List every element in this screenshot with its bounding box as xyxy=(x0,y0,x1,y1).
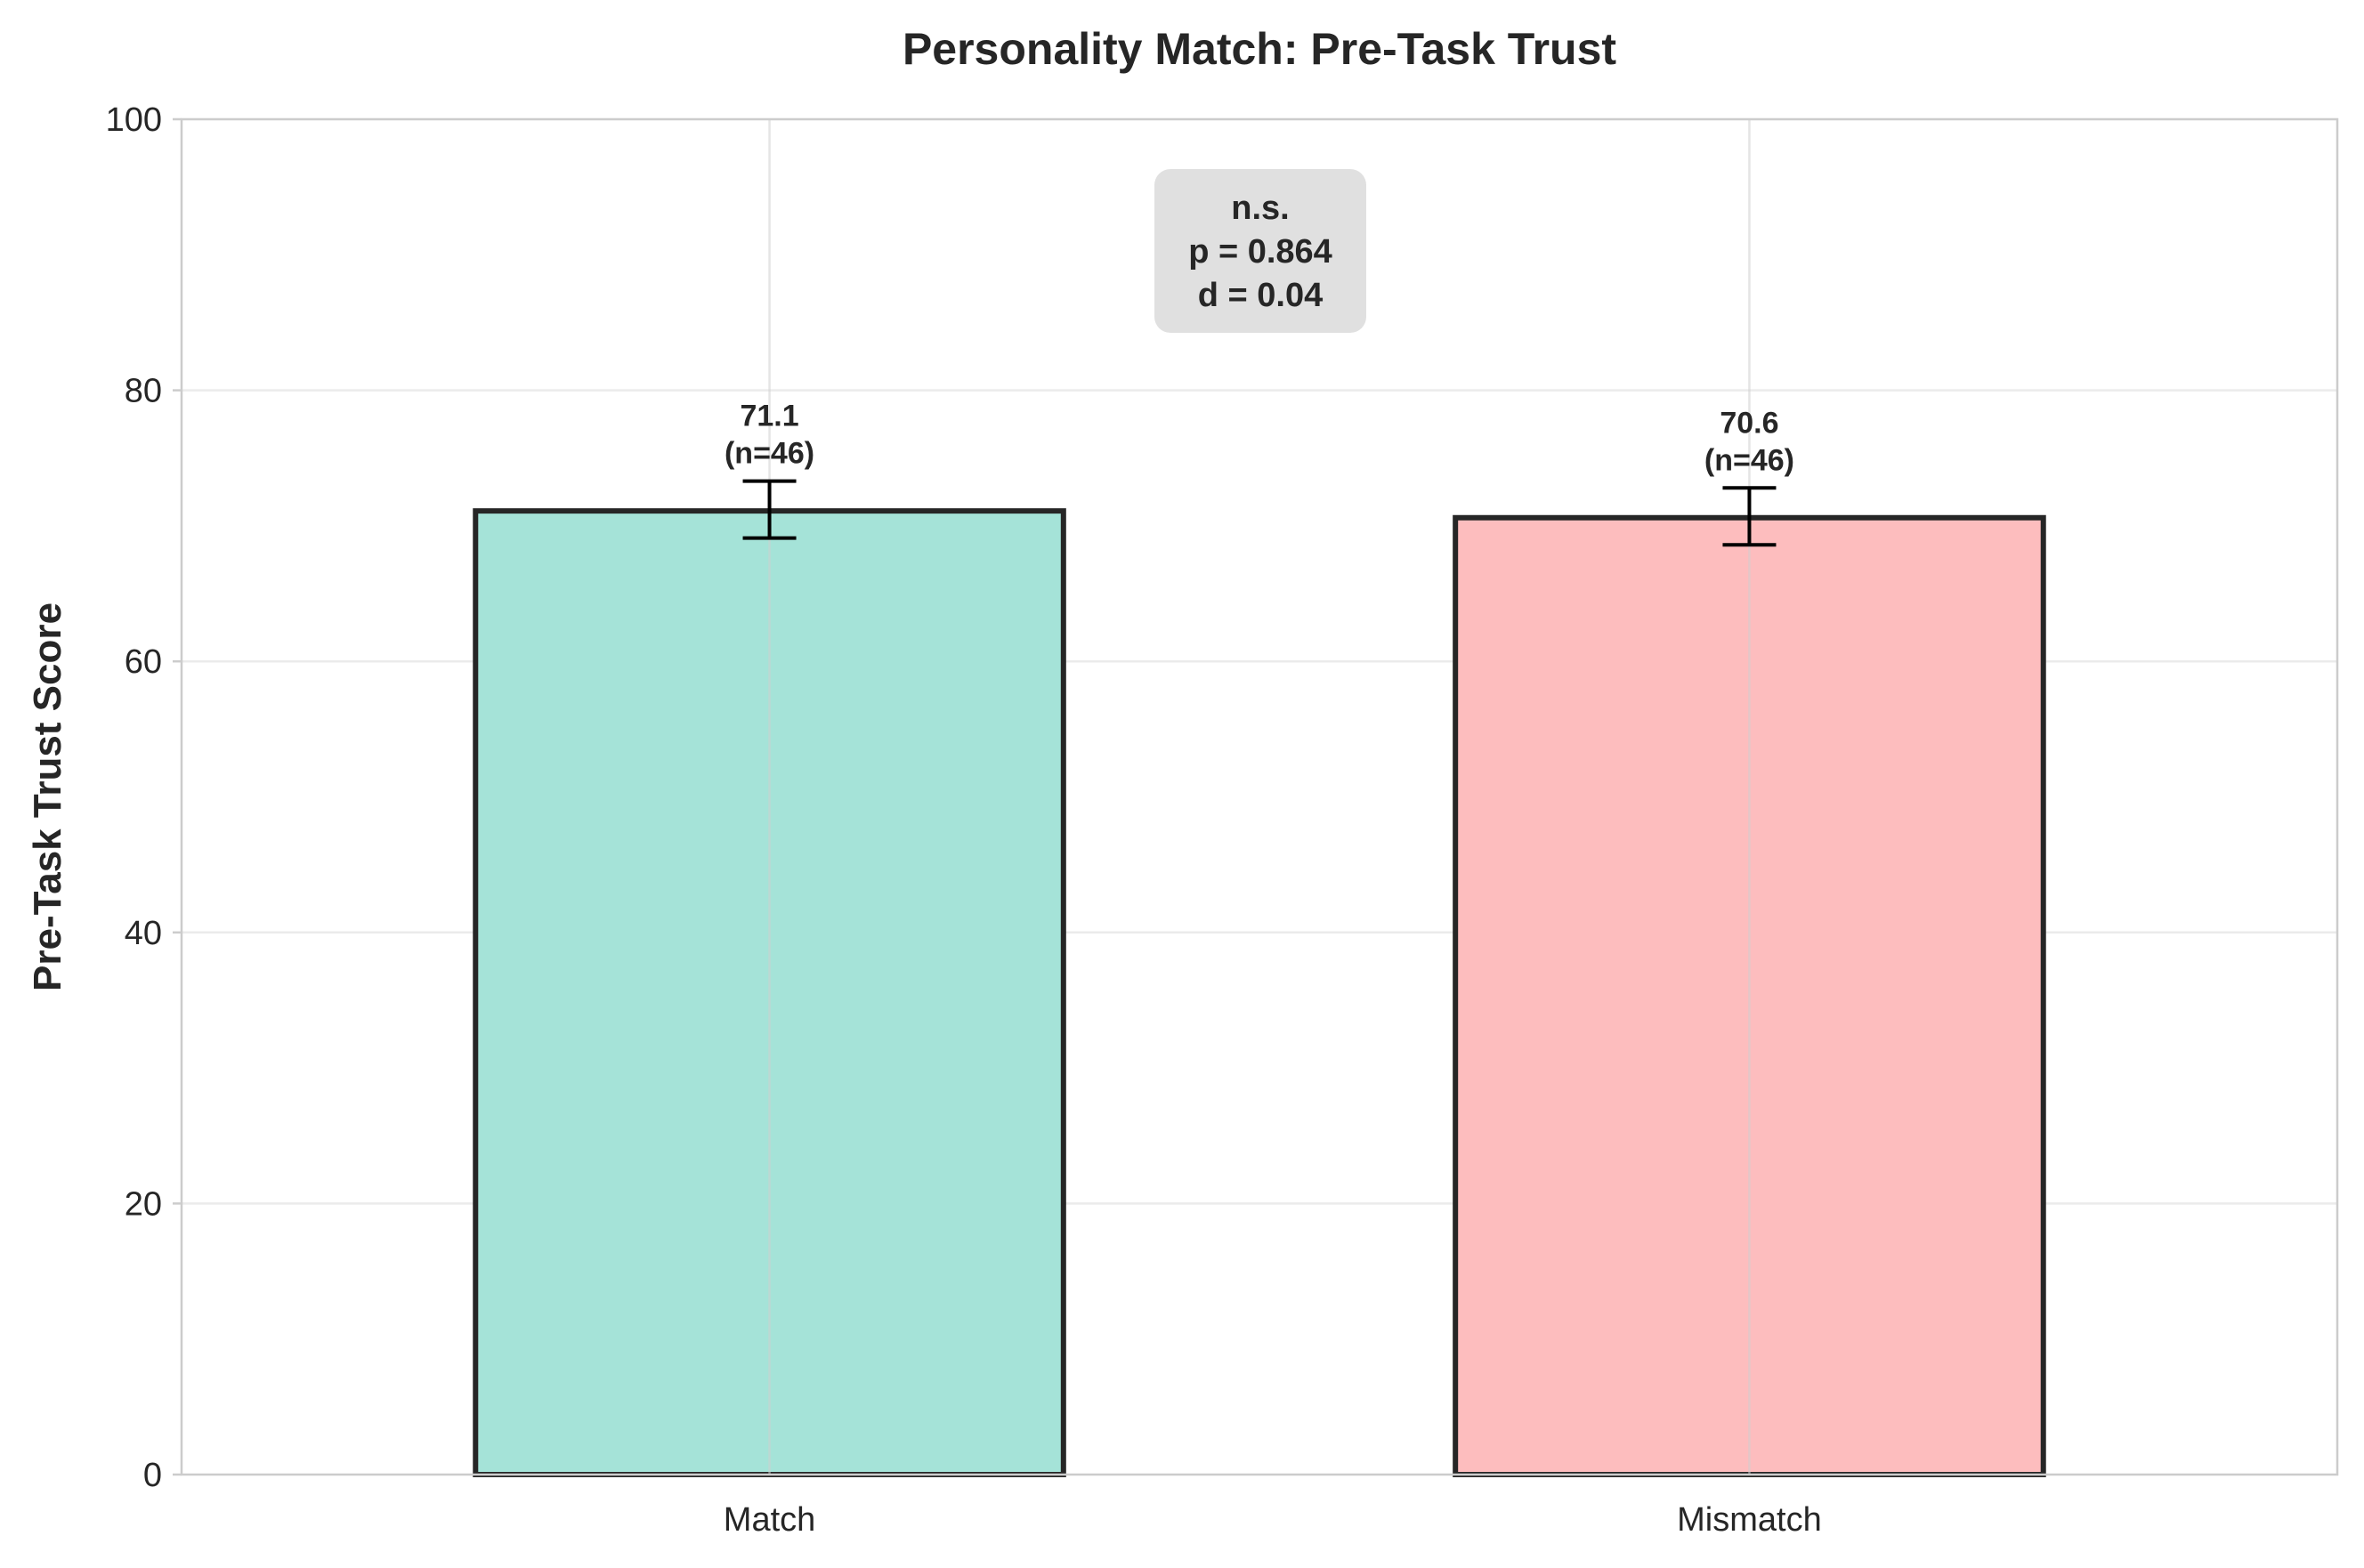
stats-annotation-line: d = 0.04 xyxy=(1198,277,1323,314)
chart-title: Personality Match: Pre-Task Trust xyxy=(903,24,1616,74)
x-tick-label: Mismatch xyxy=(1677,1501,1822,1539)
stats-annotation-box xyxy=(1154,169,1366,333)
y-tick-label: 80 xyxy=(125,373,162,410)
bar-label-n: (n=46) xyxy=(725,437,814,471)
bar-labels: (n=46)71.1(n=46)70.6 xyxy=(725,400,1794,478)
y-axis-label: Pre-Task Trust Score xyxy=(26,602,69,991)
stats-annotation-line: n.s. xyxy=(1231,190,1289,227)
plot-frame xyxy=(180,117,2339,1476)
y-tick-label: 100 xyxy=(106,101,162,139)
vertical-grid xyxy=(768,119,1751,1475)
x-axis-ticks: Match Mismatch xyxy=(724,1501,1822,1539)
y-tick-label: 20 xyxy=(125,1185,162,1223)
bar-label-value: 70.6 xyxy=(1720,406,1778,440)
error-bars xyxy=(742,479,1777,547)
bar-label-n: (n=46) xyxy=(1704,443,1794,477)
bar-label-value: 71.1 xyxy=(740,400,798,433)
y-axis-ticks: 0 20 40 60 80 100 xyxy=(106,101,182,1494)
y-tick-label: 40 xyxy=(125,915,162,952)
stats-annotation: n.s. p = 0.864 d = 0.04 xyxy=(1154,169,1366,333)
y-tick-label: 60 xyxy=(125,643,162,681)
x-tick-label: Match xyxy=(724,1501,815,1539)
y-tick-label: 0 xyxy=(143,1457,162,1494)
stats-annotation-line: p = 0.864 xyxy=(1188,233,1332,271)
